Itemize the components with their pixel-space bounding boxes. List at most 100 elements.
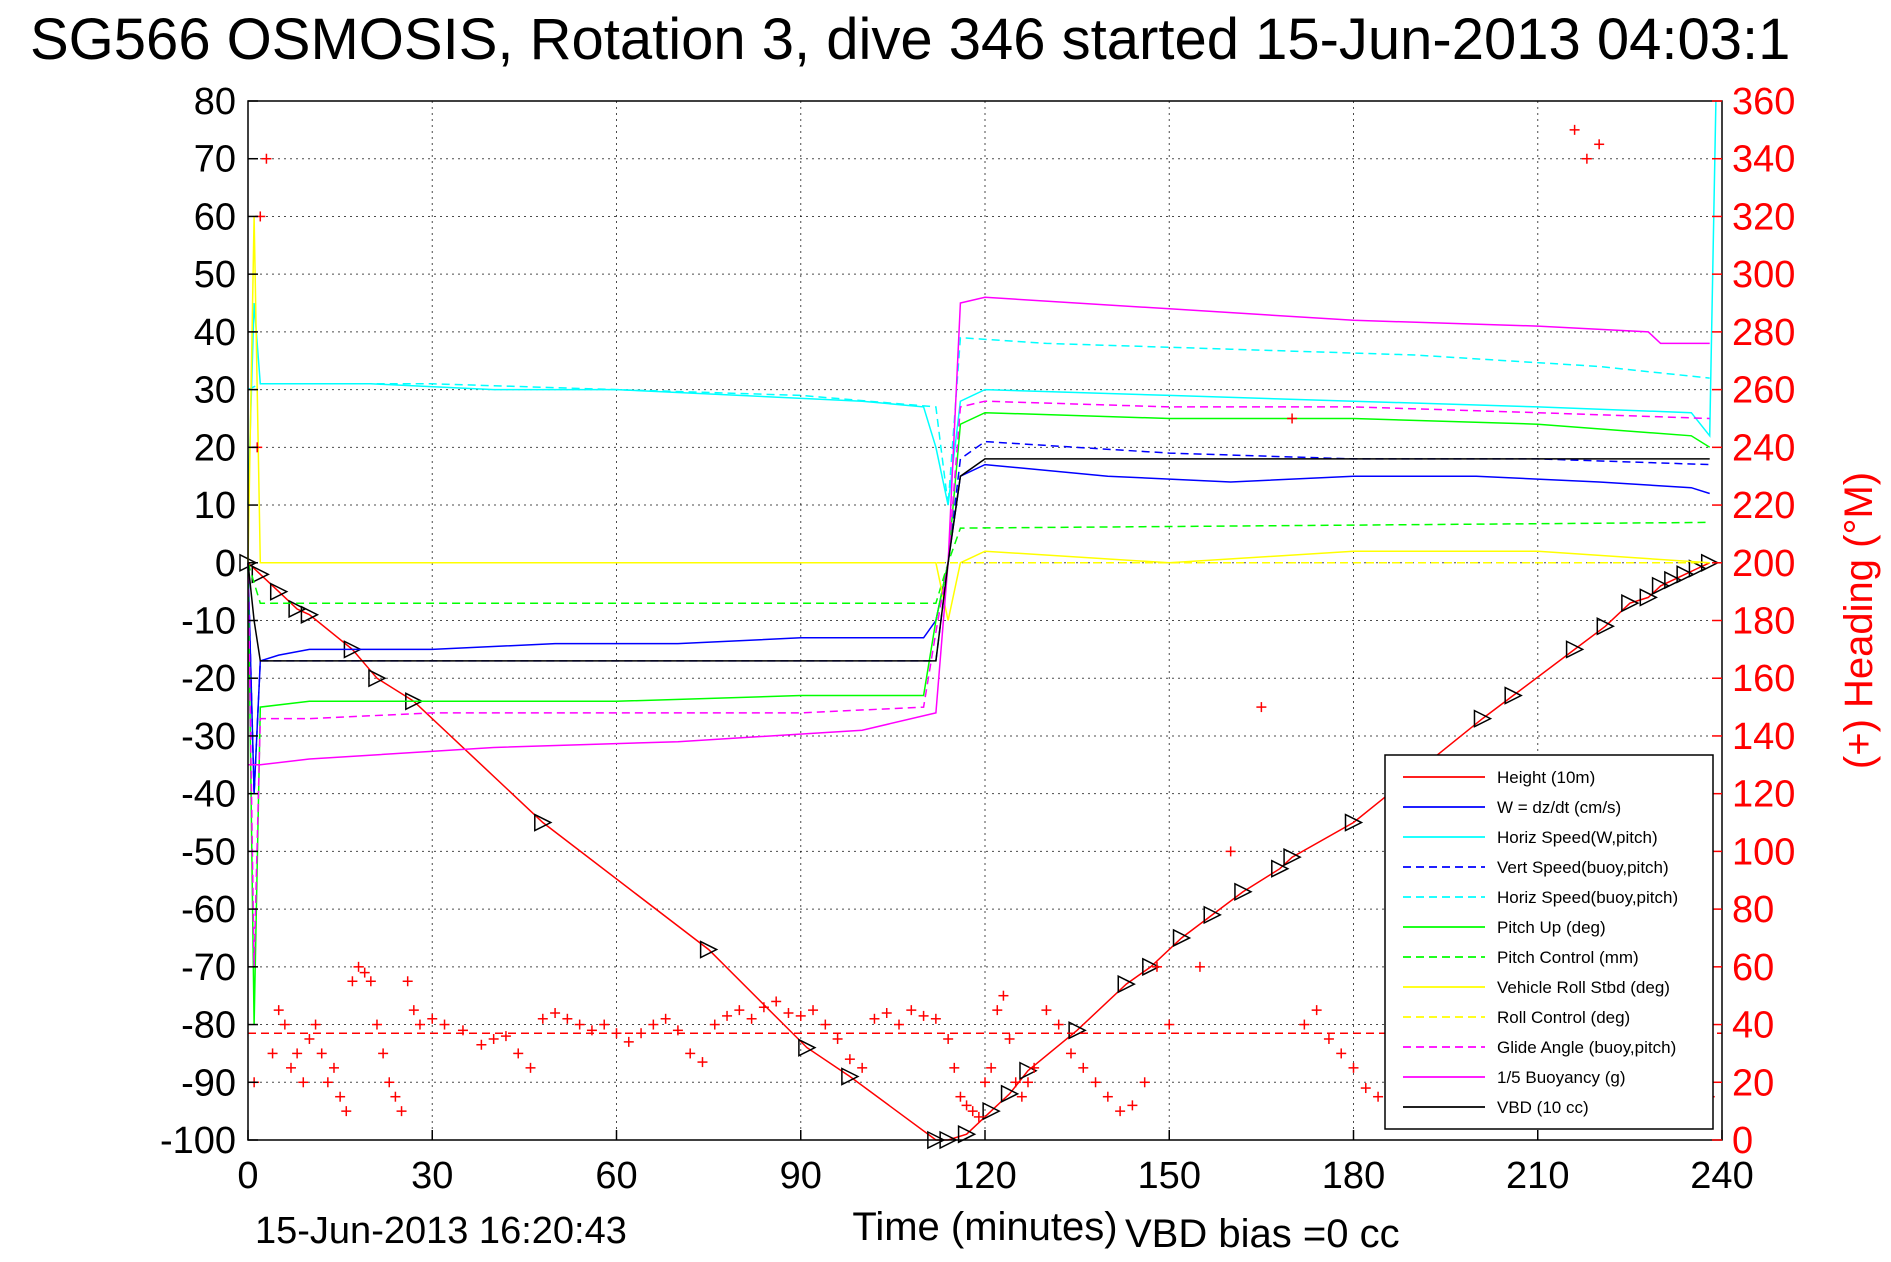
heading-point — [335, 1091, 346, 1102]
y-tick-label: 0 — [215, 543, 236, 585]
heading-point — [906, 1005, 917, 1016]
y-tick-label-right: 0 — [1732, 1120, 1753, 1162]
height-marker — [798, 1038, 817, 1057]
y-tick-label-right: 20 — [1732, 1062, 1774, 1104]
height-marker — [368, 669, 387, 688]
height-marker — [1621, 593, 1640, 613]
y-tick-label: -80 — [181, 1005, 236, 1047]
y-tick-label-right: 280 — [1732, 312, 1795, 354]
x-tick-label: 180 — [1322, 1155, 1385, 1197]
y-tick-label: -10 — [181, 601, 236, 643]
height-marker — [1019, 1061, 1038, 1080]
height-marker — [1688, 559, 1708, 578]
y-tick-label: -30 — [181, 716, 236, 758]
heading-point — [1360, 1083, 1371, 1094]
legend-label: W = dz/dt (cm/s) — [1497, 798, 1621, 817]
y-tick-label-right: 260 — [1732, 370, 1795, 412]
legend-label: Height (10m) — [1497, 768, 1595, 787]
height-marker — [534, 813, 553, 832]
heading-point — [298, 1077, 309, 1088]
heading-point — [1102, 1091, 1113, 1102]
height-marker — [1234, 882, 1253, 902]
y-tick-label-right: 40 — [1732, 1005, 1774, 1047]
height-marker — [841, 1067, 860, 1086]
heading-point — [476, 1039, 487, 1050]
heading-point — [427, 1013, 438, 1024]
heading-point — [310, 1019, 321, 1030]
height-marker — [1504, 686, 1523, 705]
heading-point — [384, 1077, 395, 1088]
heading-point — [992, 1005, 1003, 1016]
heading-point — [930, 1013, 941, 1024]
heading-point — [408, 1005, 419, 1016]
y-tick-label: -60 — [181, 889, 236, 931]
x-tick-label: 0 — [237, 1155, 258, 1197]
heading-point — [758, 1002, 769, 1013]
heading-point — [1053, 1019, 1064, 1030]
heading-point — [961, 1100, 972, 1111]
heading-point — [488, 1033, 499, 1044]
heading-point — [685, 1048, 696, 1059]
heading-point — [980, 1077, 990, 1088]
heading-point — [783, 1008, 794, 1019]
height-marker — [1000, 1084, 1020, 1104]
legend-label: Pitch Control (mm) — [1497, 948, 1639, 967]
height-marker — [1283, 847, 1302, 867]
height-marker — [300, 605, 320, 624]
height-marker — [251, 565, 270, 584]
heading-point — [285, 1062, 296, 1073]
heading-point — [869, 1013, 880, 1024]
heading-point — [722, 1010, 733, 1021]
heading-point — [857, 1062, 868, 1073]
heading-point — [378, 1048, 389, 1059]
axis-ticks: 0 30 60 90 120 150 180 210 24080706050403020100-… — [160, 81, 1795, 1197]
heading-point — [457, 1025, 468, 1036]
height-marker — [288, 599, 307, 619]
series-line-5 — [247, 411, 1711, 1025]
heading-point — [439, 1019, 450, 1030]
heading-point — [808, 1005, 819, 1016]
heading-point — [574, 1019, 585, 1030]
legend-box — [1384, 754, 1714, 1130]
y-tick-label: 50 — [194, 254, 236, 296]
heading-point — [1010, 1077, 1021, 1088]
heading-point — [513, 1048, 524, 1059]
heading-point — [414, 1019, 425, 1030]
heading-point — [1151, 961, 1162, 972]
heading-point — [1139, 1077, 1150, 1088]
series-line-3 — [247, 440, 1710, 794]
heading-point — [832, 1033, 843, 1044]
series-line-0 — [247, 562, 1711, 1141]
height-marker — [1565, 640, 1585, 659]
y-tick-label-right: 300 — [1732, 254, 1795, 296]
x-tick-label: 240 — [1690, 1155, 1753, 1197]
y-tick-label-right: 240 — [1732, 427, 1795, 469]
heading-point — [709, 1019, 720, 1030]
y-tick-label: -20 — [181, 658, 236, 700]
height-marker — [1344, 813, 1364, 832]
x-tick-label: 120 — [953, 1155, 1016, 1197]
y-tick-label: -40 — [181, 774, 236, 816]
series-layer — [239, 100, 1720, 1150]
y-tick-label-right: 120 — [1732, 774, 1795, 816]
height-marker — [1651, 576, 1671, 596]
heading-point — [1078, 1062, 1089, 1073]
heading-point — [918, 1010, 929, 1021]
y-tick-label: -90 — [181, 1062, 236, 1104]
series-line-1 — [247, 463, 1710, 794]
series-line-11 — [247, 458, 1710, 662]
heading-point — [1569, 124, 1580, 135]
heading-point — [949, 1062, 960, 1073]
heading-point — [1581, 153, 1592, 164]
heading-point — [341, 1106, 352, 1117]
series-line-2 — [247, 100, 1717, 506]
heading-point — [1323, 1033, 1334, 1044]
y-tick-label-right: 180 — [1732, 601, 1795, 643]
legend-label: Vehicle Roll Stbd (deg) — [1497, 978, 1670, 997]
heading-point — [1594, 139, 1605, 150]
legend-label: Roll Control (deg) — [1497, 1008, 1630, 1027]
heading-point — [273, 1005, 284, 1016]
series-line-7 — [247, 216, 1710, 621]
heading-point — [611, 1028, 622, 1039]
heading-point — [550, 1008, 561, 1019]
